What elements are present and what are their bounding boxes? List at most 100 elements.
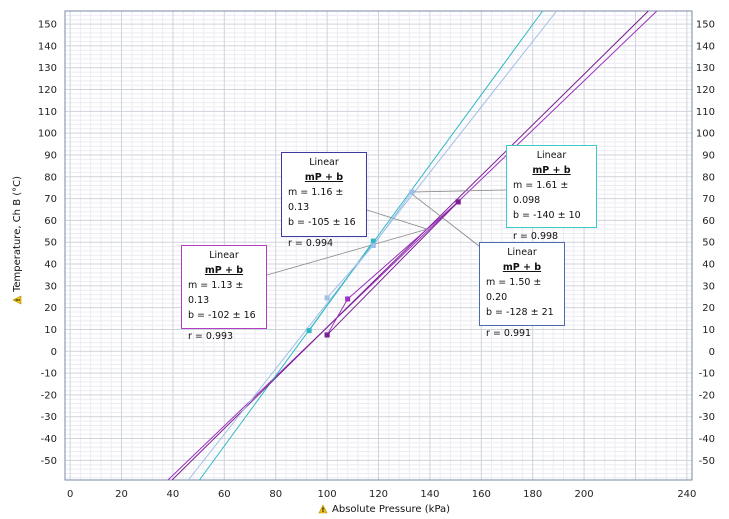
connector-line bbox=[409, 191, 480, 247]
y-tick-label: 150 bbox=[38, 20, 57, 31]
series-line bbox=[326, 245, 374, 299]
series-line bbox=[326, 201, 459, 336]
y-tick-label: 40 bbox=[44, 260, 57, 271]
y-tick-label-right: 60 bbox=[702, 216, 715, 227]
x-axis-label: Absolute Pressure (kPa) bbox=[332, 504, 450, 515]
y-tick-label-right: 50 bbox=[702, 238, 715, 249]
x-tick-label: 60 bbox=[218, 489, 231, 500]
series-line bbox=[308, 240, 374, 331]
series-line bbox=[372, 191, 413, 246]
fit-equation: mP + b bbox=[532, 165, 571, 176]
series-line bbox=[347, 201, 459, 300]
series-line bbox=[326, 298, 349, 336]
connector-line bbox=[366, 209, 428, 230]
fit-box-navy[interactable]: Linear mP + b m = 1.16 ± 0.13 b = -105 ±… bbox=[281, 152, 367, 249]
y-tick-label-right: 30 bbox=[702, 281, 715, 292]
y-tick-label-right: 110 bbox=[696, 107, 715, 118]
y-tick-label-right: 0 bbox=[709, 347, 715, 358]
x-tick-label: 0 bbox=[67, 489, 73, 500]
y-tick-label-right: 120 bbox=[696, 85, 715, 96]
y-tick-label: 140 bbox=[38, 41, 57, 52]
y-tick-label: 30 bbox=[44, 281, 57, 292]
x-tick-label: 20 bbox=[115, 489, 128, 500]
x-tick-label: 80 bbox=[269, 489, 282, 500]
data-point bbox=[455, 199, 461, 205]
fit-slope: m = 1.13 ± 0.13 bbox=[188, 280, 244, 306]
y-tick-label-right: 40 bbox=[702, 260, 715, 271]
data-point bbox=[409, 189, 415, 195]
y-tick-label-right: -20 bbox=[699, 390, 715, 401]
y-tick-label: 70 bbox=[44, 194, 57, 205]
y-tick-label: 50 bbox=[44, 238, 57, 249]
warning-icon-mark: ! bbox=[15, 299, 22, 302]
y-tick-label-right: 80 bbox=[702, 172, 715, 183]
grid bbox=[65, 11, 692, 480]
fit-box-purple[interactable]: Linear mP + b m = 1.13 ± 0.13 b = -102 ±… bbox=[181, 245, 267, 342]
x-tick-label: 160 bbox=[472, 489, 491, 500]
y-tick-label: -20 bbox=[41, 390, 57, 401]
y-tick-label-right: 10 bbox=[702, 325, 715, 336]
fit-equation: mP + b bbox=[502, 262, 542, 273]
fit-box-blue[interactable]: Linear mP + b m = 1.50 ± 0.20 b = -128 ±… bbox=[479, 242, 565, 339]
y-tick-label-right: 100 bbox=[696, 129, 715, 140]
y-tick-label-right: -30 bbox=[699, 412, 715, 423]
connector-line bbox=[409, 189, 507, 193]
y-tick-label: 10 bbox=[44, 325, 57, 336]
data-point bbox=[370, 238, 376, 244]
data-point bbox=[370, 243, 376, 248]
y-tick-label: 100 bbox=[38, 129, 57, 140]
y-tick-label: 130 bbox=[38, 63, 57, 74]
x-tick-label: 240 bbox=[677, 489, 696, 500]
y-tick-label-right: 90 bbox=[702, 150, 715, 161]
x-axis-title: ! Absolute Pressure (kPa) bbox=[318, 504, 450, 515]
data-point bbox=[324, 295, 330, 301]
fit-correlation: r = 0.998 bbox=[513, 231, 559, 242]
y-tick-label: -50 bbox=[41, 456, 57, 467]
fit-slope: m = 1.16 ± 0.13 bbox=[288, 187, 344, 213]
y-tick-label-right: -10 bbox=[699, 369, 715, 380]
y-tick-label-right: 150 bbox=[696, 20, 715, 31]
fit-line bbox=[171, 10, 649, 481]
y-tick-label: -30 bbox=[41, 412, 57, 423]
x-tick-label: 180 bbox=[523, 489, 542, 500]
plot-frame bbox=[64, 10, 693, 481]
fit-equation: mP + b bbox=[204, 265, 244, 276]
fit-title: Linear bbox=[309, 157, 339, 168]
y-axis-title: ! Temperature, Ch B (°C) bbox=[12, 176, 23, 305]
warning-icon-mark: ! bbox=[322, 507, 325, 514]
y-tick-label: 110 bbox=[38, 107, 57, 118]
fit-title: Linear bbox=[536, 150, 567, 161]
fit-intercept: b = -128 ± 21 bbox=[486, 307, 554, 318]
fit-slope: m = 1.50 ± 0.20 bbox=[486, 277, 542, 303]
fit-equation: mP + b bbox=[304, 172, 344, 183]
y-tick-label: 120 bbox=[38, 85, 57, 96]
fit-intercept: b = -102 ± 16 bbox=[188, 310, 256, 321]
x-tick-label: 200 bbox=[575, 489, 594, 500]
y-tick-label: 80 bbox=[44, 172, 57, 183]
fit-title: Linear bbox=[209, 250, 239, 261]
x-tick-labels: 0 20 40 60 80 100 120 140 160 180 200 240 bbox=[67, 489, 696, 500]
data-point bbox=[345, 296, 351, 302]
data-point bbox=[306, 328, 312, 334]
x-tick-label: 100 bbox=[318, 489, 337, 500]
fit-correlation: r = 0.991 bbox=[486, 328, 532, 339]
fit-correlation: r = 0.994 bbox=[288, 238, 334, 249]
x-tick-label: 140 bbox=[420, 489, 439, 500]
x-tick-label: 120 bbox=[369, 489, 388, 500]
y-tick-label-right: 140 bbox=[696, 41, 715, 52]
y-tick-label-right: -50 bbox=[699, 456, 715, 467]
y-tick-label: -40 bbox=[41, 434, 57, 445]
x-tick-label: 40 bbox=[167, 489, 180, 500]
y-tick-label: 60 bbox=[44, 216, 57, 227]
y-tick-label-right: 130 bbox=[696, 63, 715, 74]
data-points bbox=[306, 189, 461, 338]
y-tick-labels-right: -50 -40 -30 -20 -10 0 10 20 30 40 50 60 70 80 90 100 110… bbox=[696, 20, 715, 467]
y-tick-label: 90 bbox=[44, 150, 57, 161]
warning-icon bbox=[318, 504, 328, 514]
y-tick-label: -10 bbox=[41, 369, 57, 380]
warning-icon bbox=[12, 295, 22, 305]
fit-slope: m = 1.61 ± 0.098 bbox=[513, 180, 569, 206]
fit-correlation: r = 0.993 bbox=[188, 331, 234, 342]
fit-box-cyan[interactable]: Linear mP + b m = 1.61 ± 0.098 b = -140 … bbox=[506, 145, 597, 242]
